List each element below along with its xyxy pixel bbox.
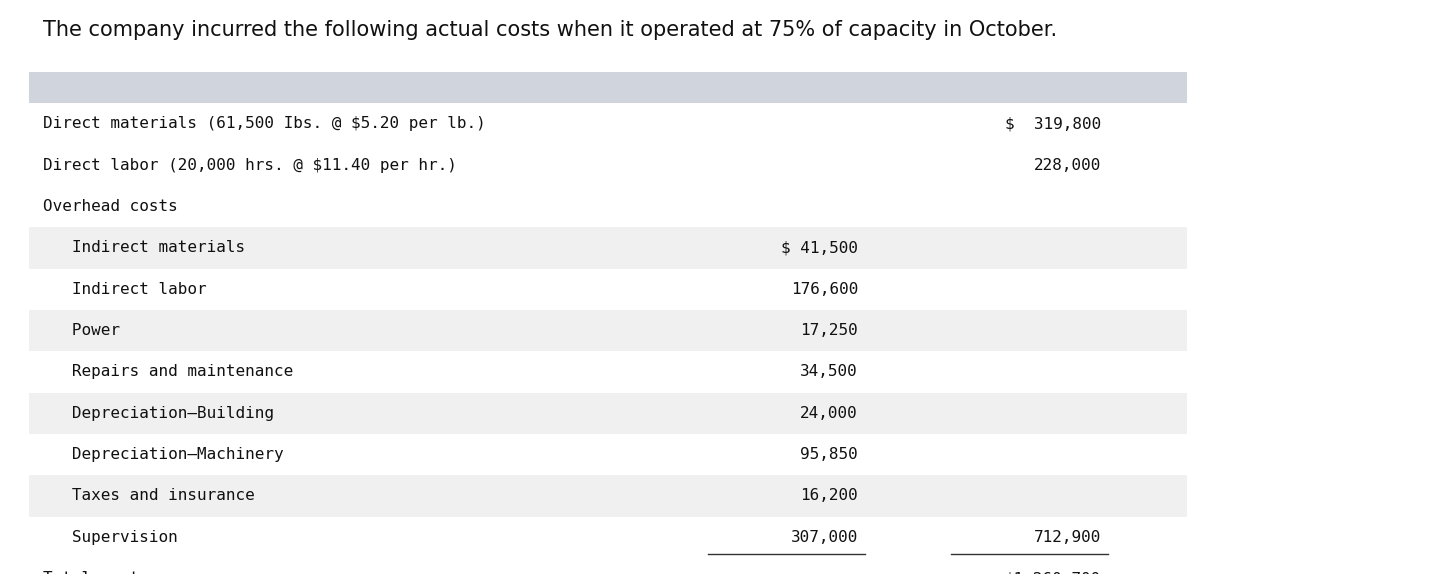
Text: Supervision: Supervision bbox=[43, 530, 177, 545]
Text: Direct materials (61,500 Ibs. @ $5.20 per lb.): Direct materials (61,500 Ibs. @ $5.20 pe… bbox=[43, 117, 486, 131]
Text: Indirect labor: Indirect labor bbox=[43, 282, 206, 297]
Text: Indirect materials: Indirect materials bbox=[43, 241, 245, 255]
Bar bbox=[29, 145, 1187, 186]
Bar bbox=[29, 558, 1187, 574]
Text: 95,850: 95,850 bbox=[801, 447, 858, 462]
Text: 16,200: 16,200 bbox=[801, 488, 858, 503]
Text: Total costs: Total costs bbox=[43, 571, 149, 574]
Text: Power: Power bbox=[43, 323, 120, 338]
Text: $ 41,500: $ 41,500 bbox=[781, 241, 858, 255]
Bar bbox=[29, 103, 1187, 145]
Bar bbox=[29, 351, 1187, 393]
Text: 228,000: 228,000 bbox=[1034, 158, 1101, 173]
Bar bbox=[29, 186, 1187, 227]
Text: $  319,800: $ 319,800 bbox=[1005, 117, 1101, 131]
Text: Repairs and maintenance: Repairs and maintenance bbox=[43, 364, 293, 379]
Text: Depreciation–Machinery: Depreciation–Machinery bbox=[43, 447, 283, 462]
Text: Taxes and insurance: Taxes and insurance bbox=[43, 488, 255, 503]
Text: 176,600: 176,600 bbox=[791, 282, 858, 297]
Text: 712,900: 712,900 bbox=[1034, 530, 1101, 545]
Text: Overhead costs: Overhead costs bbox=[43, 199, 177, 214]
Bar bbox=[29, 72, 1187, 103]
Bar bbox=[29, 475, 1187, 517]
Bar bbox=[29, 434, 1187, 475]
Text: 17,250: 17,250 bbox=[801, 323, 858, 338]
Text: $1,260,700: $1,260,700 bbox=[1005, 571, 1101, 574]
Bar bbox=[29, 393, 1187, 434]
Bar bbox=[29, 517, 1187, 558]
Text: 24,000: 24,000 bbox=[801, 406, 858, 421]
Text: Direct labor (20,000 hrs. @ $11.40 per hr.): Direct labor (20,000 hrs. @ $11.40 per h… bbox=[43, 158, 456, 173]
Bar bbox=[29, 310, 1187, 351]
Text: The company incurred the following actual costs when it operated at 75% of capac: The company incurred the following actua… bbox=[43, 20, 1057, 40]
Text: 34,500: 34,500 bbox=[801, 364, 858, 379]
Text: Depreciation–Building: Depreciation–Building bbox=[43, 406, 275, 421]
Bar bbox=[29, 269, 1187, 310]
Text: 307,000: 307,000 bbox=[791, 530, 858, 545]
Bar bbox=[29, 227, 1187, 269]
